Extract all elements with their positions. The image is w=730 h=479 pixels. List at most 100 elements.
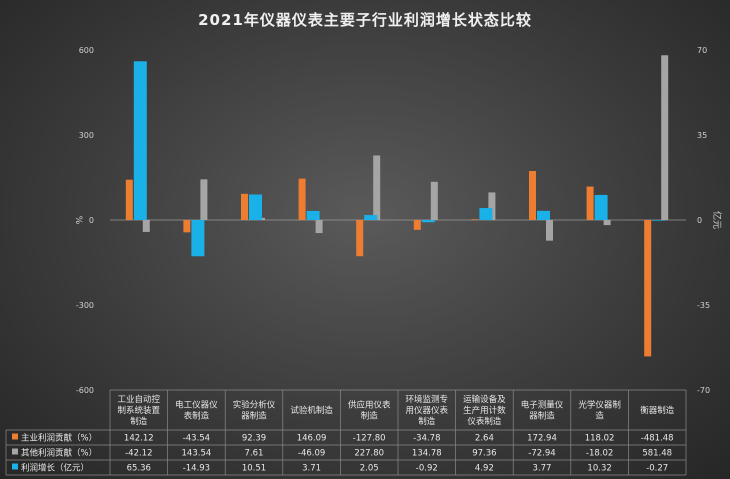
bar-main bbox=[413, 220, 421, 230]
category-label: 表制造 bbox=[184, 411, 210, 422]
category-label: 器制造 bbox=[529, 411, 555, 422]
table-value-cell: 581.48 bbox=[642, 449, 672, 459]
bar-growth bbox=[191, 220, 205, 257]
bar-other bbox=[546, 220, 553, 241]
category-label: 工业自动控 bbox=[118, 394, 161, 405]
table-value-cell: -0.27 bbox=[646, 464, 668, 474]
category-label: 生产用计数 bbox=[463, 405, 506, 416]
legend-swatch bbox=[12, 463, 18, 470]
table-value-cell: -127.80 bbox=[353, 434, 386, 444]
table-value-cell: -72.94 bbox=[528, 449, 555, 459]
bar-growth bbox=[421, 220, 435, 223]
category-label: 供应用仪表 bbox=[348, 400, 391, 411]
y-right-tick-label: -70 bbox=[697, 386, 710, 395]
bar-other bbox=[430, 181, 438, 220]
bar-main bbox=[529, 171, 536, 220]
table-value-cell: 97.36 bbox=[472, 449, 496, 459]
category-label: 制造 bbox=[418, 416, 436, 427]
legend-swatch bbox=[12, 448, 18, 455]
bar-growth bbox=[537, 210, 550, 220]
table-value-cell: 146.09 bbox=[297, 434, 327, 444]
table-value-cell: 3.71 bbox=[302, 464, 321, 474]
table-value-cell: -42.12 bbox=[125, 449, 152, 459]
bar-other bbox=[661, 55, 669, 221]
category-label: 电子测量仪 bbox=[521, 400, 564, 411]
category-label: 光学仪器制 bbox=[578, 400, 621, 411]
legend-swatch bbox=[12, 433, 18, 440]
category-label: 用仪器仪表 bbox=[406, 405, 449, 416]
category-label: 制造 bbox=[361, 411, 379, 422]
y-left-axis-label: % bbox=[73, 216, 83, 225]
table-value-cell: -0.92 bbox=[416, 464, 438, 474]
category-label: 环境监测专 bbox=[406, 394, 449, 405]
table-value-cell: 65.36 bbox=[127, 464, 151, 474]
bar-other bbox=[315, 220, 323, 234]
bar-growth bbox=[364, 215, 378, 220]
legend-series-name: 利润增长（亿元） bbox=[21, 463, 89, 474]
bar-main bbox=[356, 220, 364, 257]
table-value-cell: -481.48 bbox=[641, 434, 674, 444]
bar-main bbox=[125, 179, 133, 220]
table-value-cell: 2.64 bbox=[475, 434, 494, 444]
bar-main bbox=[471, 219, 479, 220]
bar-growth bbox=[594, 194, 608, 220]
bar-growth bbox=[133, 61, 147, 220]
y-right-tick-label: 35 bbox=[697, 131, 707, 140]
bar-main bbox=[644, 220, 652, 357]
table-value-cell: 10.32 bbox=[587, 464, 611, 474]
bar-main bbox=[298, 178, 306, 220]
category-label: 电工仪器仪 bbox=[175, 400, 218, 411]
table-value-cell: 118.02 bbox=[585, 434, 615, 444]
bar-other bbox=[373, 155, 381, 220]
y-left-tick-label: 300 bbox=[79, 131, 94, 140]
bar-growth bbox=[652, 220, 666, 221]
table-value-cell: 10.51 bbox=[242, 464, 266, 474]
category-label: 衡器制造 bbox=[640, 405, 675, 416]
category-label: 实验分析仪 bbox=[233, 400, 276, 411]
bar-main bbox=[183, 220, 191, 233]
table-value-cell: 4.92 bbox=[475, 464, 494, 474]
table-value-cell: -34.78 bbox=[413, 434, 440, 444]
category-label: 器制造 bbox=[241, 411, 267, 422]
bar-growth bbox=[306, 210, 320, 220]
table-value-cell: -18.02 bbox=[586, 449, 613, 459]
bar-other bbox=[200, 179, 208, 220]
bar-other bbox=[603, 220, 611, 226]
table-value-cell: 142.12 bbox=[124, 434, 154, 444]
y-right-tick-label: 0 bbox=[697, 216, 702, 225]
bar-other bbox=[142, 220, 150, 232]
table-value-cell: -46.09 bbox=[298, 449, 325, 459]
table-value-cell: -14.93 bbox=[183, 464, 210, 474]
y-left-tick-label: -300 bbox=[76, 301, 94, 310]
table-value-cell: 227.80 bbox=[354, 449, 384, 459]
category-label: 仪表制造 bbox=[467, 416, 502, 427]
table-value-cell: -43.54 bbox=[183, 434, 210, 444]
table-value-cell: 3.77 bbox=[533, 464, 552, 474]
category-label: 试验机制造 bbox=[290, 405, 333, 416]
bar-growth bbox=[479, 208, 493, 220]
category-label: 造 bbox=[595, 411, 604, 422]
table-value-cell: 7.61 bbox=[245, 449, 264, 459]
legend-series-name: 其他利润贡献（%） bbox=[21, 448, 97, 459]
category-label: 运输设备及 bbox=[463, 394, 506, 405]
y-left-tick-label: 0 bbox=[89, 216, 94, 225]
bar-main bbox=[241, 193, 248, 220]
table-value-cell: 2.05 bbox=[360, 464, 379, 474]
table-value-cell: 143.54 bbox=[182, 449, 212, 459]
y-left-tick-label: -600 bbox=[76, 386, 94, 395]
y-right-axis-label: 亿元 bbox=[711, 211, 723, 229]
bar-other bbox=[488, 192, 496, 220]
chart-title: 2021年仪器仪表主要子行业利润增长状态比较 bbox=[198, 11, 532, 29]
bar-growth bbox=[249, 194, 262, 220]
table-value-cell: 172.94 bbox=[527, 434, 557, 444]
bar-main bbox=[586, 186, 594, 220]
y-right-tick-label: 70 bbox=[697, 46, 707, 55]
y-right-tick-label: -35 bbox=[697, 301, 710, 310]
table-value-cell: 134.78 bbox=[412, 449, 442, 459]
y-left-tick-label: 600 bbox=[79, 46, 94, 55]
table-value-cell: 92.39 bbox=[242, 434, 266, 444]
category-label: 制系统装置 bbox=[118, 405, 161, 416]
legend-series-name: 主业利润贡献（%） bbox=[21, 433, 97, 444]
category-label: 制造 bbox=[130, 416, 148, 427]
